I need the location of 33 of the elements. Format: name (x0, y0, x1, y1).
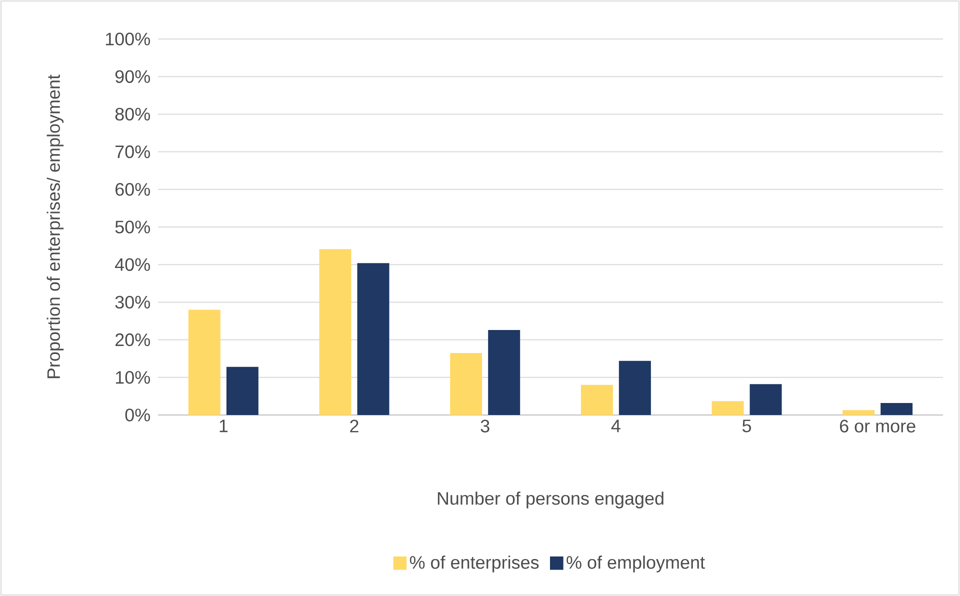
y-tick-label: 90% (115, 70, 150, 83)
y-tick-label: 80% (115, 108, 150, 121)
bar (226, 366, 258, 415)
bar (842, 410, 875, 415)
y-tick-label: 20% (115, 333, 150, 346)
y-tick-label: 60% (116, 183, 150, 196)
x-tick-label: 6 or more (840, 420, 916, 432)
legend-label: % of employment (566, 556, 705, 572)
y-tick-label: 100% (106, 32, 150, 46)
y-tick-label: 50% (115, 220, 150, 234)
bar (618, 360, 651, 415)
bar (188, 310, 220, 415)
x-tick-label: 5 (742, 420, 752, 432)
bar (750, 384, 782, 415)
x-tick-label: 1 (220, 420, 228, 432)
bar (450, 352, 482, 415)
y-tick-label: 70% (116, 145, 150, 158)
y-tick-label: 0% (125, 408, 150, 422)
x-tick-label: 2 (350, 420, 358, 432)
bar (488, 330, 520, 415)
y-tick-label: 30% (115, 296, 150, 309)
x-axis-title: Number of persons engaged (438, 492, 664, 508)
x-tick-label: 3 (480, 420, 490, 432)
y-tick-label: 10% (116, 371, 150, 384)
bar (319, 249, 352, 415)
x-tick-label: 4 (611, 420, 620, 432)
bar (580, 384, 613, 415)
y-axis-title: Proportion of enterprises/ employment (46, 74, 64, 378)
y-tick-label: 40% (115, 258, 150, 271)
bar (357, 263, 390, 415)
bar (880, 402, 913, 415)
bar (712, 401, 744, 415)
legend-label: % of enterprises (410, 556, 539, 572)
